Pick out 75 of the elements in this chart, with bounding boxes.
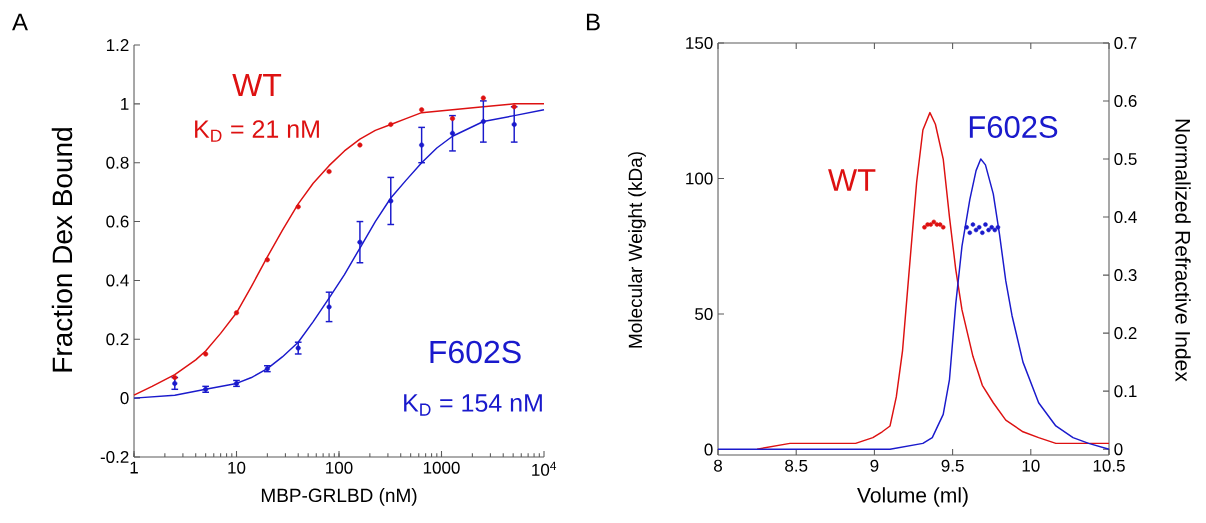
point — [326, 304, 332, 310]
annotation: K$_{D}$ = 154 nM — [404, 394, 542, 416]
point — [233, 310, 240, 316]
y-tick-label: 0.2 — [106, 333, 129, 346]
y2-tick-label: 0.5 — [1114, 153, 1137, 166]
y2-tick-label: 0.6 — [1114, 94, 1137, 108]
point — [937, 222, 943, 227]
x-axis-title: MBP-GRLBD (nM) — [261, 488, 417, 506]
y2-tick-label: 0.7 — [1114, 36, 1137, 49]
y2-tick-label: 0.1 — [1114, 385, 1137, 398]
x-tick-label: 1 — [130, 461, 138, 474]
point — [326, 168, 332, 175]
point — [992, 227, 998, 233]
y2-tick-label: 0.3 — [1114, 269, 1137, 282]
point — [295, 345, 301, 351]
y-tick-label: 100 — [686, 172, 713, 185]
y-tick-label: 0.4 — [106, 274, 129, 287]
point — [264, 257, 270, 263]
y2-axis-title: Normalized Refractive Index — [1175, 119, 1191, 382]
point — [928, 222, 933, 227]
x-tick-label: 8 — [714, 459, 722, 472]
y-tick-label: 1.2 — [106, 39, 129, 51]
series-label: F602S — [969, 116, 1058, 138]
point — [480, 118, 486, 125]
point — [388, 121, 394, 127]
point — [940, 225, 946, 230]
point — [922, 225, 927, 230]
x-tick-label: 8.5 — [785, 459, 808, 472]
y-tick-label: 1 — [121, 98, 129, 110]
point — [295, 204, 301, 210]
point — [449, 130, 456, 136]
point — [357, 142, 363, 148]
y2-tick-label: 0.2 — [1114, 327, 1137, 340]
point — [419, 142, 425, 148]
x-tick-label: 9.5 — [941, 459, 964, 472]
point — [172, 380, 178, 386]
point — [419, 107, 425, 113]
point — [976, 225, 982, 230]
y-axis-title: Molecular Weight (kDa) — [628, 152, 646, 348]
y-tick-label: 0 — [120, 392, 129, 405]
chart-title: B — [586, 13, 600, 31]
y-tick-label: 50 — [695, 308, 713, 321]
annotation: K$_{D}$ = 21 nM — [195, 120, 319, 142]
y-axis-title: Fraction Dex Bound — [51, 128, 73, 372]
x-tick-label: 10 — [1022, 459, 1040, 472]
x-tick-label: 9 — [870, 459, 879, 472]
series-label: WT — [828, 169, 876, 191]
y-tick-label: 0 — [704, 443, 713, 456]
point — [967, 230, 973, 235]
point — [964, 225, 969, 230]
y-tick-label: 0.8 — [106, 156, 129, 169]
text: WT — [232, 73, 282, 96]
y-tick-label: 150 — [686, 36, 713, 50]
point — [980, 230, 985, 235]
x-tick-label: 1000 — [423, 461, 460, 474]
point — [989, 225, 994, 230]
point — [203, 351, 209, 357]
point — [973, 227, 979, 233]
x-tick-label: 100 — [326, 461, 353, 474]
chart-title: A — [12, 13, 28, 31]
point — [357, 239, 363, 245]
y-tick-label: 0.6 — [106, 215, 129, 228]
point — [970, 222, 976, 227]
text: F602S — [430, 340, 521, 364]
point — [983, 222, 988, 227]
x-tick-label: 10$^{4}$ — [532, 461, 557, 476]
point — [388, 198, 394, 204]
y-tick-label: -0.2 — [100, 450, 129, 463]
x-tick-label: 10.5 — [1093, 459, 1125, 472]
x-axis-title: Volume (ml) — [857, 487, 968, 507]
point — [511, 121, 517, 127]
y2-tick-label: 0 — [1114, 443, 1123, 456]
point — [995, 225, 1001, 230]
x-tick-label: 10 — [228, 461, 246, 474]
y2-tick-label: 0.4 — [1114, 211, 1137, 224]
